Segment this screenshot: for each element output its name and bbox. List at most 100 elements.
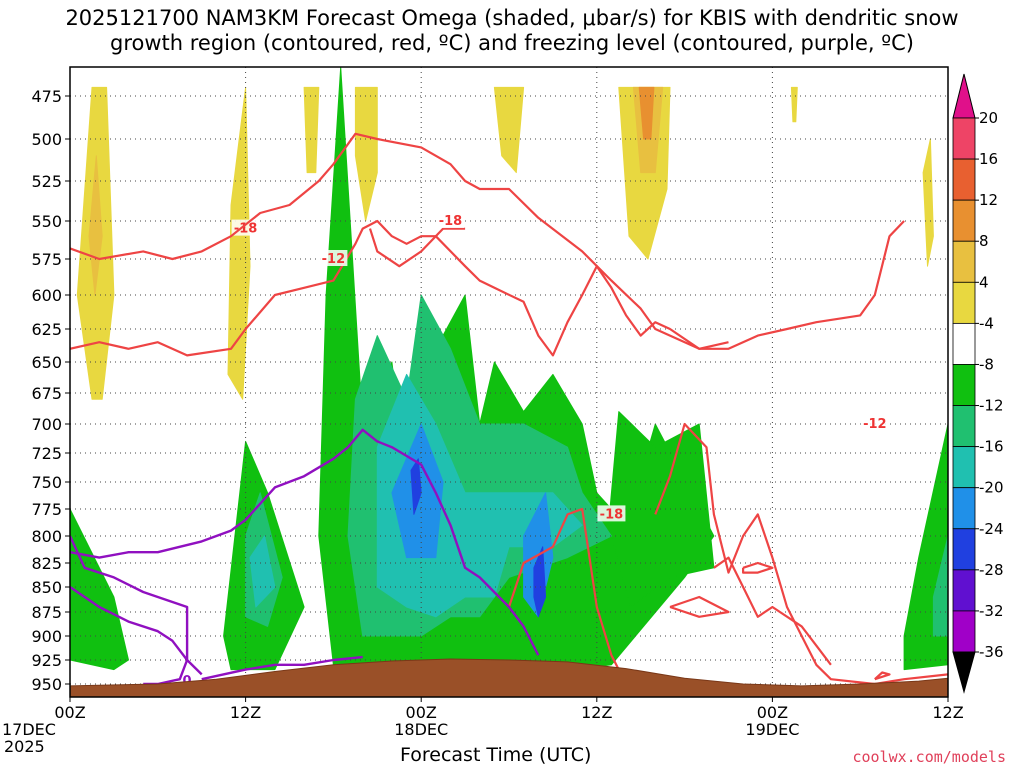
y-tick-label: 600: [31, 286, 62, 305]
terrain-ground: [70, 658, 948, 697]
x-tick-label: 12Z: [581, 703, 612, 722]
dendritic-contour: [654, 422, 948, 686]
colorbar-segment: [952, 281, 976, 324]
dendritic-contour-label: -12: [322, 252, 346, 267]
contour-label-bg: [319, 250, 348, 266]
colorbar-segment: [952, 240, 976, 283]
colorbar-label: 16: [979, 150, 998, 168]
omega-region: [932, 535, 948, 637]
y-tick-label: 500: [31, 130, 62, 149]
dendritic-contour: [507, 507, 628, 685]
colorbar-label: 4: [979, 273, 989, 291]
y-tick-label: 925: [31, 651, 62, 670]
colorbar-segment: [952, 487, 976, 530]
omega-region: [70, 508, 129, 671]
colorbar-label: -32: [979, 602, 1004, 620]
contour-label-bg: [436, 212, 465, 228]
omega-region: [303, 86, 320, 174]
x-tick-label: 17DEC: [2, 720, 56, 739]
x-tick-label: 18DEC: [394, 720, 448, 739]
y-tick-label: 675: [31, 384, 62, 403]
omega-region: [790, 86, 798, 123]
y-tick-label: 900: [31, 627, 62, 646]
y-tick-label: 750: [31, 473, 62, 492]
x-axis-title: Forecast Time (UTC): [400, 744, 592, 766]
colorbar-label: -8: [979, 355, 994, 373]
omega-region: [608, 411, 715, 608]
y-tick-label: 825: [31, 554, 62, 573]
y-tick-label: 575: [31, 250, 62, 269]
colorbar-label: -16: [979, 438, 1004, 456]
dendritic-contour: [874, 671, 891, 681]
colorbar-segment: [952, 199, 976, 242]
dendritic-contour: [368, 227, 466, 268]
omega-region: [227, 86, 251, 400]
freezing-level-contour: [70, 535, 203, 676]
y-tick-label: 800: [31, 527, 62, 546]
colorbar-label: -36: [979, 643, 1004, 661]
omega-region: [88, 155, 103, 296]
colorbar-segment: [952, 405, 976, 448]
y-tick-label: 725: [31, 444, 62, 463]
y-tick-label: 700: [31, 415, 62, 434]
y-tick-label: 525: [31, 172, 62, 191]
y-tick-label: 950: [31, 675, 62, 694]
x-tick-label: 19DEC: [745, 720, 799, 739]
colorbar-segment: [952, 117, 976, 160]
chart-title-line-2: growth region (contoured, red, ºC) and f…: [110, 31, 914, 55]
dendritic-contour-label: -12: [863, 417, 887, 432]
colorbar-bottom-arrow: [952, 651, 976, 694]
y-tick-label: 775: [31, 500, 62, 519]
y-tick-label: 475: [31, 87, 62, 106]
y-tick-label: 650: [31, 353, 62, 372]
colorbar-segment: [952, 158, 976, 201]
colorbar-label: -24: [979, 520, 1004, 538]
x-tick-label: 12Z: [932, 703, 963, 722]
colorbar-segment: [952, 446, 976, 489]
colorbar-label: -4: [979, 314, 994, 332]
x-tick-label: 00Z: [757, 703, 788, 722]
y-tick-label: 850: [31, 578, 62, 597]
dendritic-contour: [70, 132, 729, 350]
colorbar-label: -28: [979, 561, 1004, 579]
contour-label-bg: [860, 415, 889, 431]
contour-label-bg: [231, 219, 260, 236]
credit-link[interactable]: coolwx.com/models: [852, 748, 1006, 766]
dendritic-contour: [70, 219, 905, 357]
chart-title-line-1: 2025121700 NAM3KM Forecast Omega (shaded…: [65, 6, 959, 30]
y-tick-label: 625: [31, 320, 62, 339]
omega-region: [249, 535, 276, 608]
colorbar-top-arrow: [952, 73, 976, 119]
colorbar-segment: [952, 569, 976, 612]
omega-region: [493, 86, 525, 174]
freezing-level-contour: [70, 586, 189, 686]
omega-region: [354, 86, 378, 222]
x-tick-label: 00Z: [54, 703, 85, 722]
colorbar-segment: [952, 610, 976, 653]
x-tick-label: 2025: [4, 737, 45, 756]
omega-region: [922, 138, 934, 267]
colorbar-label: -12: [979, 397, 1004, 415]
freezing-level-contour: [70, 428, 540, 656]
y-tick-label: 550: [31, 212, 62, 231]
colorbar-label: 20: [979, 109, 998, 127]
dendritic-contour: [669, 595, 730, 618]
colorbar-segment: [952, 322, 976, 365]
dendritic-contour-label: -18: [600, 507, 624, 522]
freezing-level-contour: [201, 655, 363, 681]
colorbar-label: 8: [979, 232, 989, 250]
dendritic-contour: [713, 556, 832, 666]
omega-region: [533, 546, 547, 618]
plot-area: -18-12-18-18-120: [70, 67, 948, 697]
colorbar-segment: [952, 528, 976, 571]
x-tick-label: 12Z: [230, 703, 261, 722]
colorbar-label: -20: [979, 479, 1004, 497]
dendritic-contour: [741, 561, 774, 574]
x-tick-label: 00Z: [406, 703, 437, 722]
dendritic-contour-label: -18: [439, 214, 463, 229]
colorbar-label: 12: [979, 191, 998, 209]
dendritic-contour-label: -18: [234, 222, 258, 237]
colorbar-segment: [952, 364, 976, 406]
y-tick-label: 875: [31, 603, 62, 622]
